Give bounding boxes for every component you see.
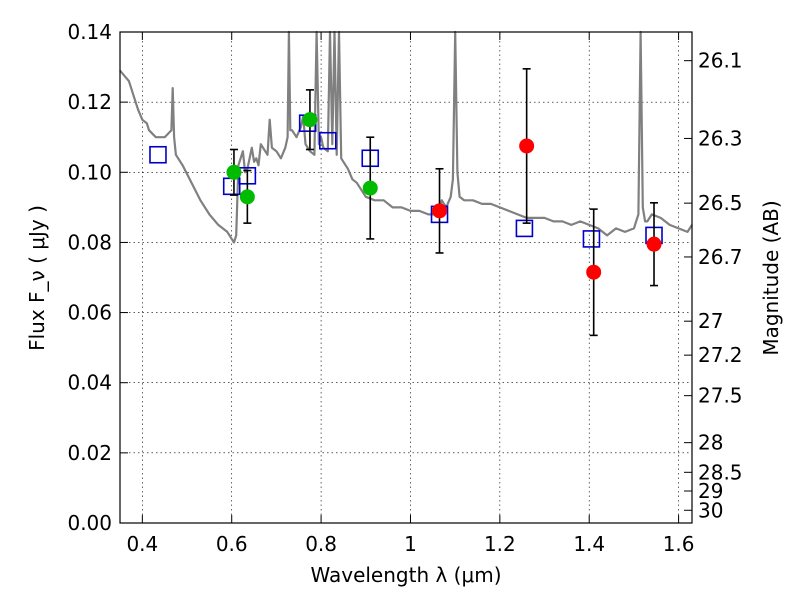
y-tick-label: 0.04 [67, 371, 112, 395]
mag-tick-label: 26.5 [698, 191, 743, 215]
mag-tick-label: 29 [698, 479, 723, 503]
mag-tick-label: 30 [698, 498, 723, 522]
model-point-marker [149, 145, 167, 164]
x-tick-label: 1.4 [573, 532, 605, 556]
mag-tick-label: 28 [698, 431, 723, 455]
x-axis-label: Wavelength λ (μm) [310, 563, 501, 587]
observed-flux-point [302, 112, 318, 128]
x-tick-label: 0.8 [305, 532, 337, 556]
x-tick-label: 0.6 [216, 532, 248, 556]
model-point-marker [515, 219, 534, 238]
y-tick-label: 0.12 [67, 90, 112, 114]
mag-tick-label: 28.5 [698, 460, 743, 484]
y-tick-label: 0.08 [67, 230, 112, 254]
mag-tick-label: 26.1 [698, 49, 743, 73]
mag-tick-label: 27.2 [698, 343, 743, 367]
y-tick-label: 0.06 [67, 301, 112, 325]
mag-tick-label: 26.7 [698, 245, 743, 269]
right-axis-label: Magnitude (AB) [759, 200, 783, 355]
observed-flux-point [586, 264, 602, 280]
y-axis-label: Flux F_ν ( μJy ) [25, 205, 49, 351]
model-point-marker [318, 131, 337, 150]
y-tick-label: 0.02 [67, 441, 112, 465]
observed-flux-point [432, 203, 448, 219]
x-tick-label: 1.2 [484, 532, 516, 556]
x-tick-label: 1 [404, 532, 417, 556]
ticks: 0.4 0.6 0.8 1 1.2 1.4 1.6 0.00 0.02 0.04 0.06 0.08 0… [67, 20, 742, 556]
mag-tick-label: 27 [698, 309, 723, 333]
observed-flux-point [646, 236, 662, 252]
y-tick-label: 0.14 [67, 20, 112, 44]
observed-flux-point [239, 189, 255, 205]
model-point-marker [582, 230, 601, 248]
x-tick-label: 0.4 [126, 532, 158, 556]
y-tick-label: 0.10 [67, 160, 112, 184]
x-tick-label: 1.6 [663, 532, 695, 556]
plot-frame [119, 31, 693, 524]
y-tick-label: 0.00 [67, 511, 112, 535]
observed-flux-point [519, 138, 535, 154]
mag-tick-label: 27.5 [698, 384, 743, 408]
mag-tick-label: 26.3 [698, 126, 743, 150]
observed-flux-point [362, 180, 378, 196]
observed-flux-point [226, 164, 242, 180]
